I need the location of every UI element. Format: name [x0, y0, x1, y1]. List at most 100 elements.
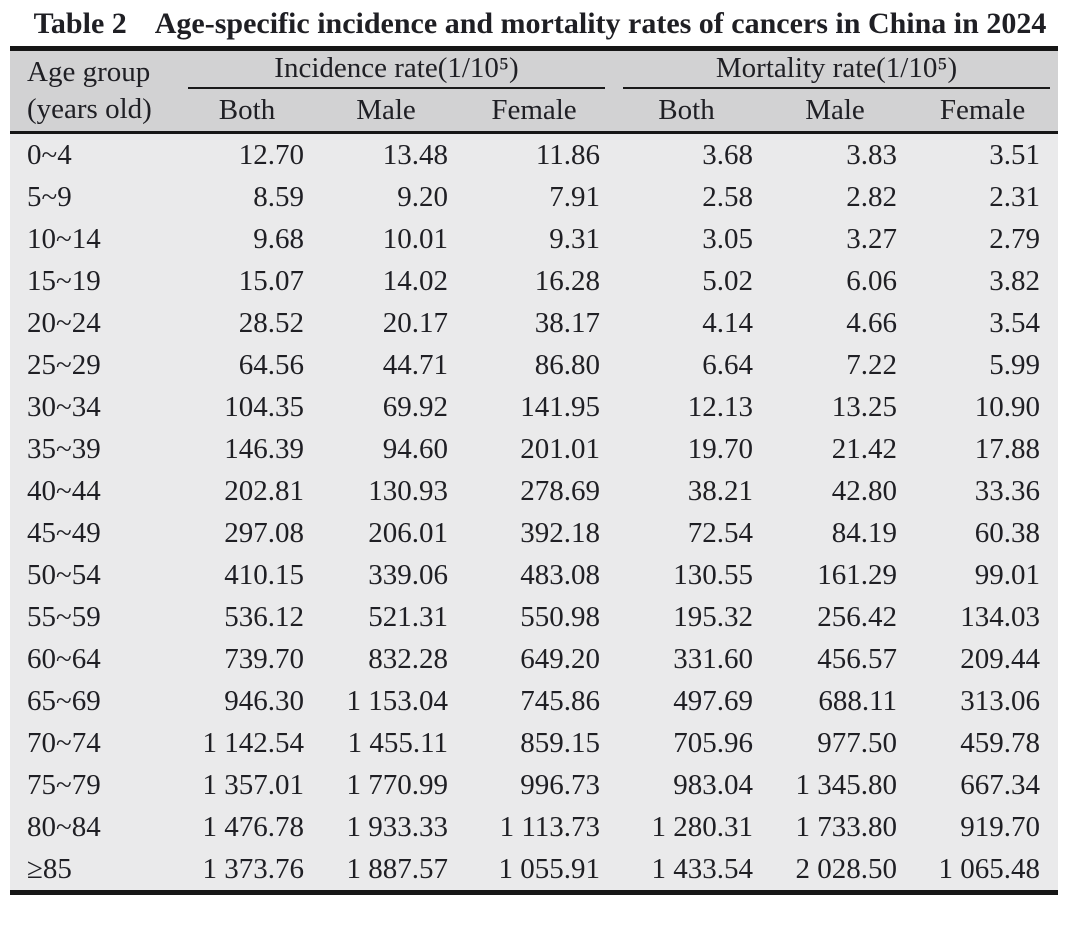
incidence-both-cell: 64.56 [238, 349, 304, 381]
incidence-female-cell: 483.08 [520, 559, 600, 591]
mortality-female-cell: 10.90 [974, 391, 1041, 423]
incidence-male-cell: 94.60 [382, 433, 448, 465]
mortality-male-cell: 42.80 [831, 475, 897, 507]
incidence-both-cell: 946.30 [224, 685, 304, 717]
table-header: Age group (years old) Incidence rate(1/1… [10, 48, 1059, 134]
header-incidence-both: Both [180, 89, 314, 134]
mortality-female-cell: 99.01 [974, 559, 1041, 591]
mortality-male-cell: 456.57 [817, 643, 897, 675]
age-specific-rates-table: Age group (years old) Incidence rate(1/1… [10, 46, 1059, 895]
header-mortality-both: Both [610, 89, 763, 134]
mortality-female-cell: 3.54 [989, 307, 1041, 339]
incidence-female-cell: 649.20 [520, 643, 600, 675]
header-age-group: Age group (years old) [10, 48, 180, 134]
header-incidence-female: Female [458, 89, 610, 134]
incidence-both-cell: 410.15 [224, 559, 304, 591]
mortality-male-cell: 7.22 [846, 349, 897, 381]
incidence-female-cell: 1 113.73 [499, 811, 600, 843]
age-cell: 15~19 [27, 265, 101, 297]
age-cell: 55~59 [27, 601, 101, 633]
header-mortality-group: Mortality rate(1/10⁵) [610, 49, 1058, 89]
mortality-both-cell: 130.55 [673, 559, 753, 591]
incidence-both-cell: 146.39 [224, 433, 304, 465]
incidence-female-cell: 38.17 [534, 307, 600, 339]
age-cell: 70~74 [27, 727, 101, 759]
mortality-both-cell: 72.54 [687, 517, 753, 549]
table-row: 30~34 104.35 69.92 141.95 12.13 13.25 10… [10, 386, 1058, 428]
mortality-female-cell: 2.31 [989, 181, 1041, 213]
mortality-both-cell: 19.70 [687, 433, 753, 465]
mortality-both-cell: 1 433.54 [651, 853, 754, 885]
age-cell: 30~34 [27, 391, 101, 423]
incidence-both-cell: 297.08 [224, 517, 304, 549]
age-cell: 0~4 [27, 139, 72, 171]
incidence-female-cell: 16.28 [534, 265, 600, 297]
incidence-female-cell: 11.86 [535, 139, 600, 171]
mortality-male-cell: 84.19 [831, 517, 897, 549]
incidence-both-cell: 739.70 [224, 643, 304, 675]
mortality-both-cell: 983.04 [673, 769, 753, 801]
incidence-male-cell: 14.02 [382, 265, 448, 297]
mortality-both-cell: 3.05 [702, 223, 753, 255]
mortality-male-cell: 161.29 [817, 559, 897, 591]
header-incidence-male: Male [314, 89, 458, 134]
mortality-male-cell: 6.06 [846, 265, 897, 297]
incidence-group-label: Incidence rate(1/10⁵) [188, 51, 605, 89]
incidence-male-cell: 130.93 [368, 475, 448, 507]
incidence-male-cell: 44.71 [382, 349, 448, 381]
incidence-female-cell: 278.69 [520, 475, 600, 507]
incidence-male-cell: 1 933.33 [346, 811, 449, 843]
incidence-both-cell: 1 373.76 [202, 853, 305, 885]
mortality-both-cell: 4.14 [702, 307, 753, 339]
mortality-male-cell: 4.66 [846, 307, 897, 339]
incidence-male-cell: 339.06 [368, 559, 448, 591]
incidence-female-cell: 141.95 [520, 391, 600, 423]
table-row: 45~49 297.08 206.01 392.18 72.54 84.19 6… [10, 512, 1058, 554]
incidence-both-cell: 1 357.01 [202, 769, 305, 801]
table-row: 25~29 64.56 44.71 86.80 6.64 7.22 5.99 [10, 344, 1058, 386]
mortality-female-cell: 17.88 [974, 433, 1041, 465]
mortality-both-cell: 5.02 [702, 265, 753, 297]
mortality-male-cell: 1 733.80 [795, 811, 898, 843]
mortality-male-cell: 3.83 [846, 139, 897, 171]
header-mortality-male: Male [763, 89, 907, 134]
age-cell: 20~24 [27, 307, 101, 339]
mortality-male-cell: 688.11 [818, 685, 897, 717]
mortality-male-cell: 13.25 [831, 391, 897, 423]
incidence-both-cell: 202.81 [224, 475, 304, 507]
age-cell: 45~49 [27, 517, 101, 549]
age-cell: 35~39 [27, 433, 101, 465]
table-caption: Age-specific incidence and mortality rat… [154, 7, 1047, 40]
incidence-male-cell: 1 153.04 [346, 685, 449, 717]
incidence-both-cell: 1 476.78 [202, 811, 305, 843]
age-cell: 50~54 [27, 559, 101, 591]
table-row: 40~44 202.81 130.93 278.69 38.21 42.80 3… [10, 470, 1058, 512]
mortality-both-cell: 6.64 [702, 349, 753, 381]
mortality-female-cell: 3.82 [989, 265, 1041, 297]
header-group-row: Age group (years old) Incidence rate(1/1… [10, 48, 1058, 134]
mortality-both-cell: 12.13 [687, 391, 753, 423]
header-sub-row: Both Male Female Both Male Female [10, 89, 1059, 134]
age-cell: 25~29 [27, 349, 101, 381]
mortality-female-cell: 667.34 [960, 769, 1041, 801]
header-mortality-female: Female [907, 89, 1059, 134]
mortality-both-cell: 497.69 [673, 685, 753, 717]
mortality-male-cell: 977.50 [817, 727, 897, 759]
mortality-male-cell: 2.82 [846, 181, 897, 213]
mortality-female-cell: 919.70 [960, 811, 1041, 843]
table-title: Table 2 Age-specific incidence and mortal… [14, 6, 1066, 42]
incidence-female-cell: 745.86 [520, 685, 600, 717]
table-row: 5~9 8.59 9.20 7.91 2.58 2.82 2.31 [10, 176, 1058, 218]
mortality-male-cell: 3.27 [846, 223, 897, 255]
age-cell: 40~44 [27, 475, 101, 507]
incidence-female-cell: 550.98 [520, 601, 600, 633]
age-cell: 10~14 [27, 223, 101, 255]
incidence-female-cell: 86.80 [534, 349, 600, 381]
age-cell: 60~64 [27, 643, 101, 675]
table-row: ≥85 1 373.76 1 887.57 1 055.91 1 433.54 … [10, 848, 1058, 893]
mortality-male-cell: 21.42 [831, 433, 897, 465]
incidence-both-cell: 28.52 [238, 307, 304, 339]
age-cell: 5~9 [27, 181, 72, 213]
table-row: 35~39 146.39 94.60 201.01 19.70 21.42 17… [10, 428, 1058, 470]
